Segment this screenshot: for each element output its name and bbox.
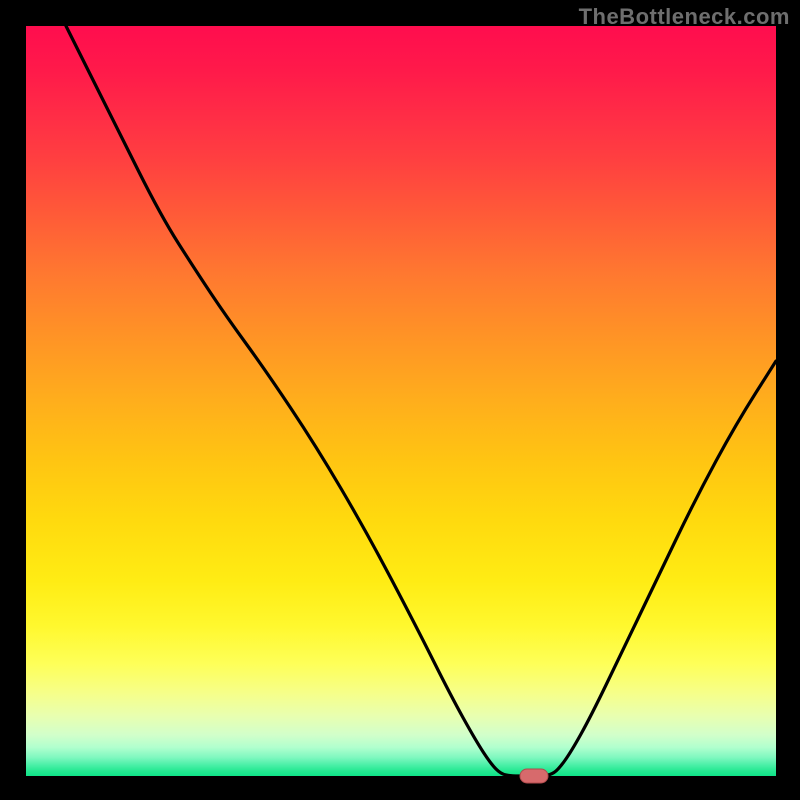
chart-frame: TheBottleneck.com xyxy=(0,0,800,800)
plot-area xyxy=(26,26,776,776)
optimal-marker xyxy=(26,26,776,776)
marker-pill xyxy=(520,769,548,783)
